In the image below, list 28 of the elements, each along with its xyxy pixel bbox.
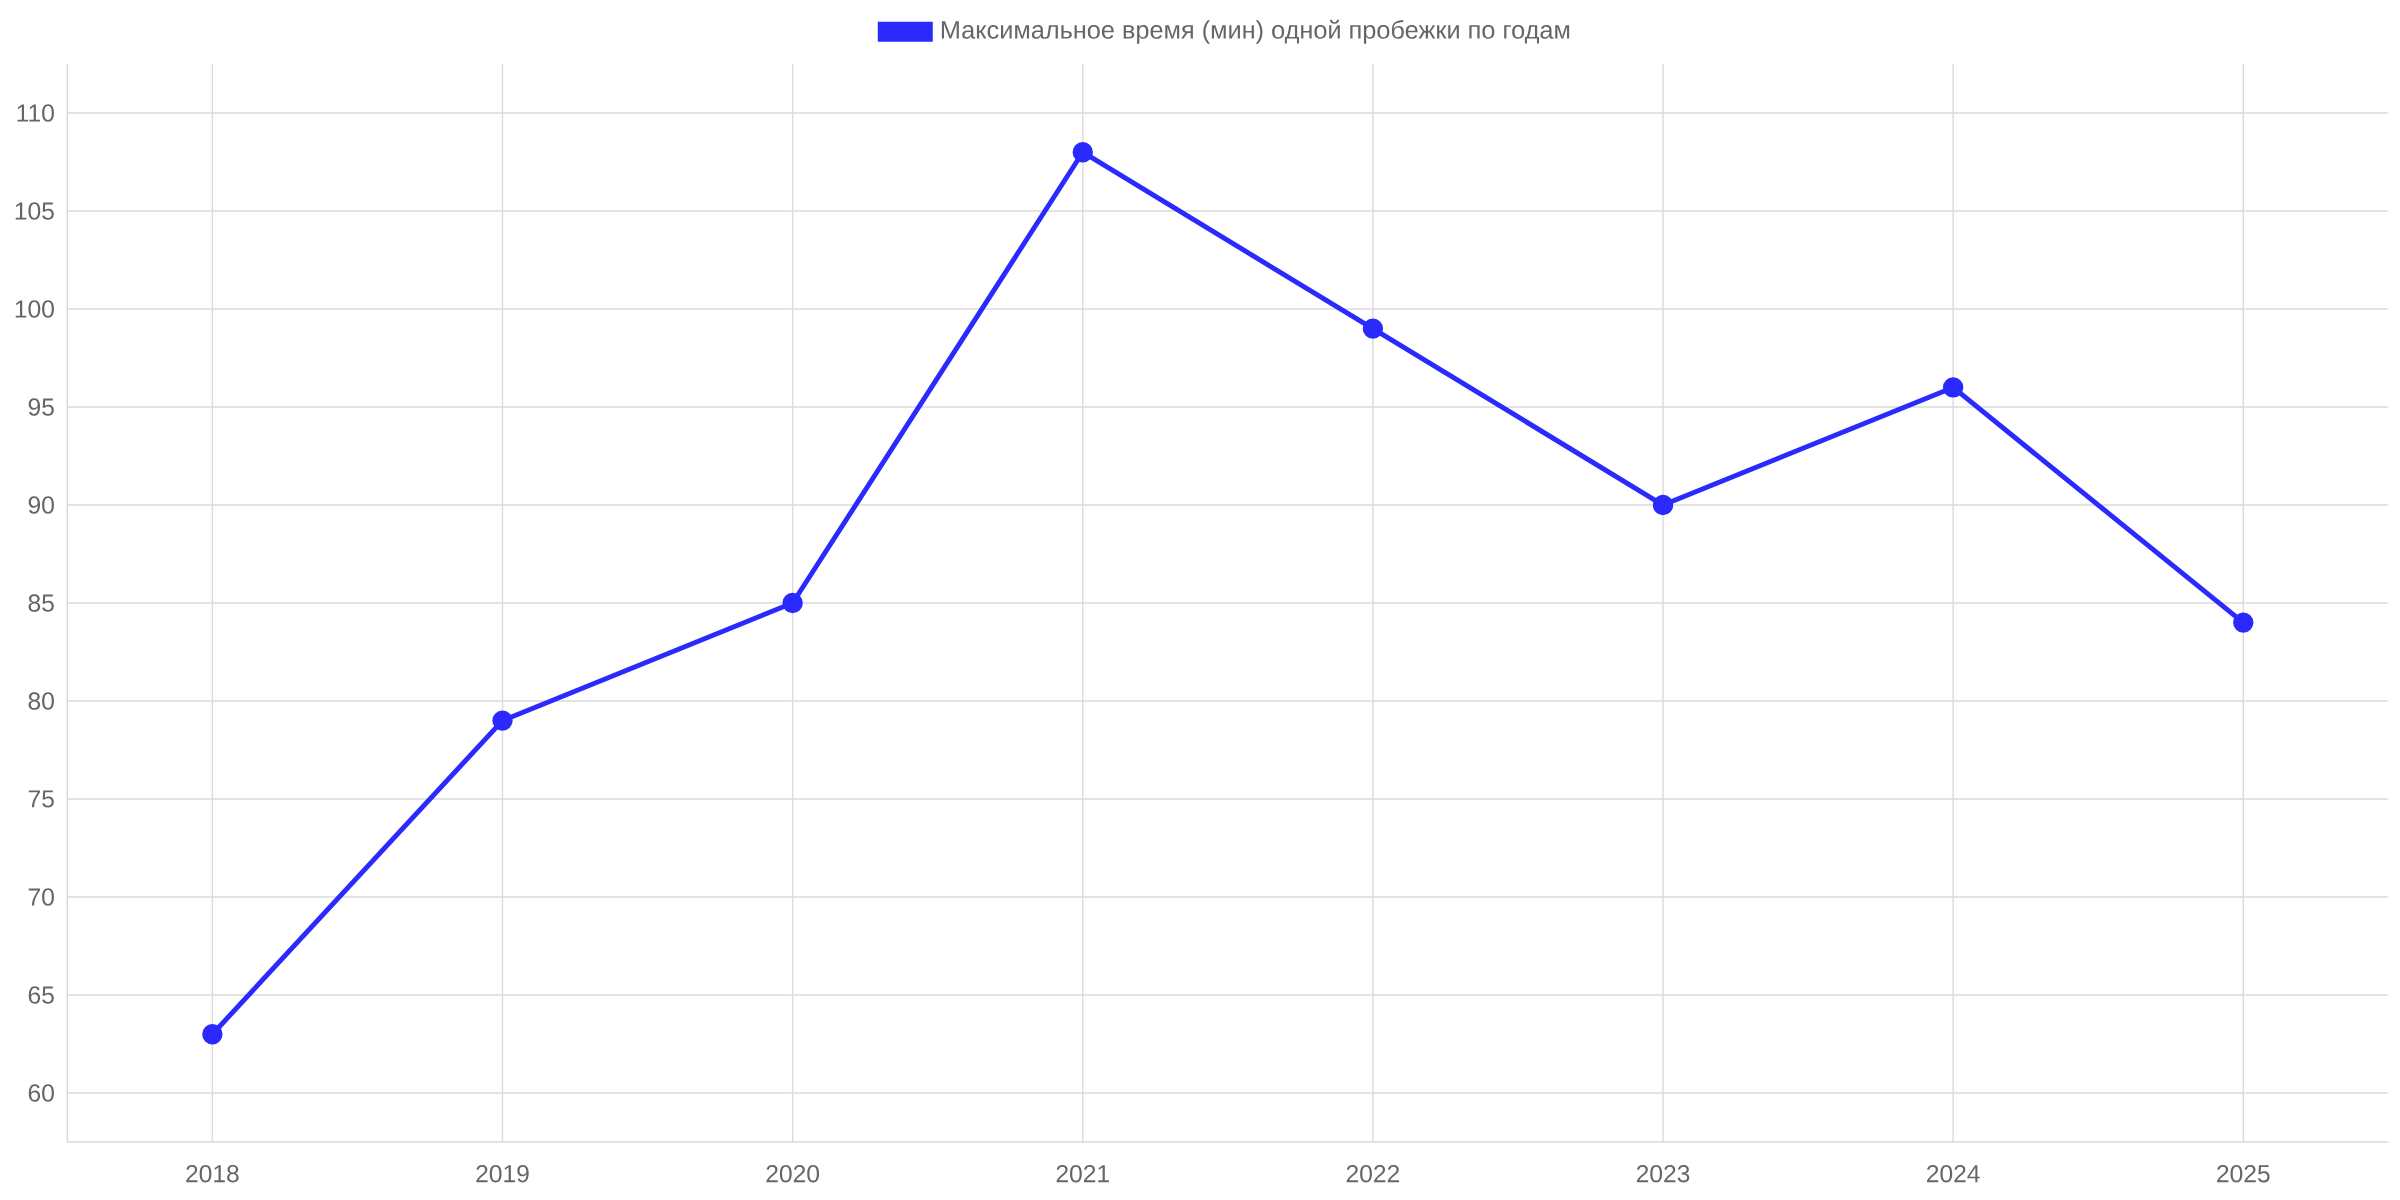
point — [1942, 377, 1964, 398]
point — [782, 592, 803, 614]
y-tick-label: 70 — [28, 888, 54, 906]
y-tick-label: 65 — [28, 986, 54, 1004]
point — [2233, 612, 2254, 633]
y-tick-label: 80 — [28, 692, 54, 710]
x-tick-label: 2018 — [186, 1165, 239, 1183]
legend-label: Максимальное время (мин) одной пробежки по годам — [941, 19, 1570, 44]
x-tick-label: 2020 — [766, 1165, 820, 1183]
y-tick-label: 100 — [15, 300, 54, 318]
x-tick-label: 2022 — [1346, 1165, 1400, 1183]
y-tick-label: 90 — [28, 496, 54, 514]
x-tick-label: 2025 — [2217, 1165, 2270, 1183]
point — [1652, 494, 1674, 516]
x-tick-label: 2023 — [1636, 1165, 1690, 1183]
y-tick-label: 85 — [28, 594, 54, 612]
point — [1362, 318, 1384, 339]
x-tick-label: 2021 — [1056, 1165, 1109, 1183]
y-tick-label: 105 — [15, 202, 54, 220]
y-tick-label: 60 — [28, 1084, 54, 1102]
point — [1072, 142, 1093, 163]
y-tick-label: 110 — [17, 104, 54, 122]
y-tick-label: 75 — [28, 790, 54, 808]
y-tick-label: 95 — [28, 398, 54, 416]
point — [492, 710, 513, 731]
x-tick-label: 2019 — [476, 1165, 529, 1183]
point — [202, 1024, 223, 1045]
x-tick-label: 2024 — [1927, 1165, 1980, 1183]
